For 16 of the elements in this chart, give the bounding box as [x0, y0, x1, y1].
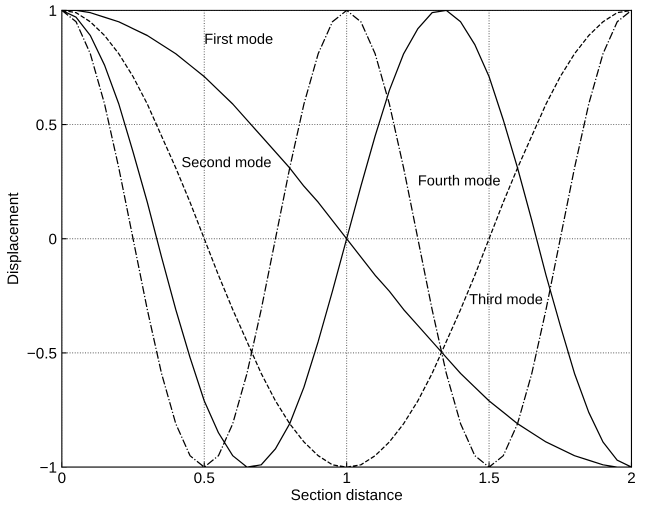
y-tick-label: 0: [49, 234, 56, 244]
x-axis-title: Section distance: [291, 488, 402, 500]
annotation: Second mode: [182, 156, 271, 168]
annotation: First mode: [205, 33, 272, 44]
x-tick-label: 0: [58, 472, 66, 484]
y-tick-label: −0.5: [28, 348, 56, 359]
x-tick-label: 0.5: [194, 472, 214, 484]
annotation: Fourth mode: [419, 174, 500, 186]
x-tick-label: 2: [628, 472, 635, 484]
y-tick-label: 1: [50, 5, 56, 16]
annotation: Third mode: [469, 294, 542, 304]
x-tick-label: 1: [344, 472, 350, 484]
y-tick-label: −1: [40, 462, 56, 473]
y-tick-label: 0.5: [36, 119, 56, 130]
y-axis-title: Displacement: [7, 192, 22, 284]
x-tick-label: 1.5: [480, 472, 500, 484]
